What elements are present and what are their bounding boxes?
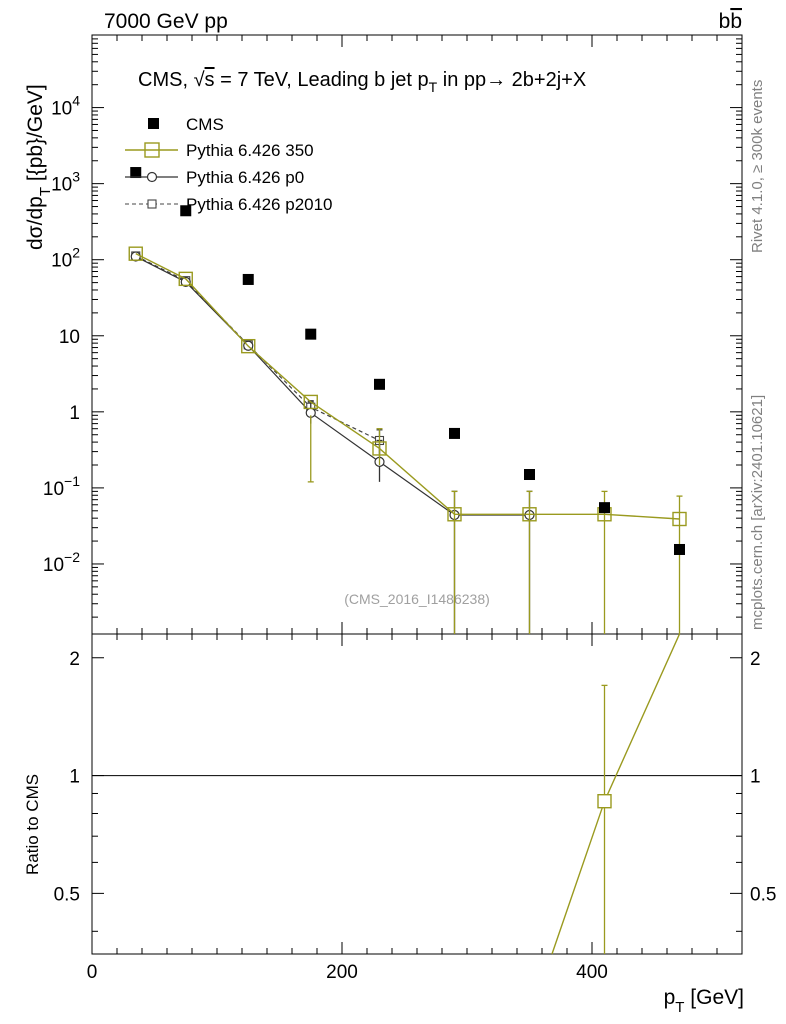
legend-entry-cms: CMS xyxy=(148,115,224,134)
cms-data-point xyxy=(449,427,460,439)
legend-label-pythia-p2010: Pythia 6.426 p2010 xyxy=(186,195,333,214)
series-cms xyxy=(130,167,685,555)
pythia-350-marker xyxy=(447,507,462,522)
header-energy: 7000 GeV pp xyxy=(104,10,228,33)
legend-marker-cms xyxy=(148,118,159,129)
y-tick-label-base: 1 xyxy=(69,403,80,424)
ratio-tick-labels: 0.5 0.5 1 1 2 2 xyxy=(54,649,777,906)
y-tick-label-base: 10 xyxy=(51,175,72,196)
cms-data-point xyxy=(599,502,610,514)
cms-data-point xyxy=(305,328,317,340)
ratio-tick-label-left: 1 xyxy=(69,767,80,788)
series-layer xyxy=(128,167,687,634)
y-tick-label-exponent: −2 xyxy=(64,549,80,565)
y-tick-label: 103 xyxy=(51,169,80,196)
cms-data-point xyxy=(242,273,254,285)
series-line xyxy=(135,255,380,442)
pythia-350-marker xyxy=(372,441,387,456)
header-process: bb xyxy=(719,10,742,33)
y-tick-label: 1 xyxy=(69,403,80,424)
y-tick-label-exponent: 3 xyxy=(72,169,80,185)
y-tick-label: 10−1 xyxy=(43,473,80,500)
axis-ticks xyxy=(91,34,743,954)
series-line xyxy=(135,256,530,516)
series-pythia-6-426-p0 xyxy=(130,251,535,634)
y-tick-label: 104 xyxy=(51,93,80,120)
legend-entry-pythia-p0: Pythia 6.426 p0 xyxy=(125,168,304,187)
pythia-350-marker xyxy=(522,507,537,522)
pythia-350-marker xyxy=(303,394,318,410)
ratio-tick-label-right: 1 xyxy=(750,767,761,788)
legend-label-pythia-350: Pythia 6.426 350 xyxy=(186,141,314,160)
legend-entry-pythia-350: Pythia 6.426 350 xyxy=(125,141,314,160)
y-tick-label: 10−2 xyxy=(43,549,80,576)
pythia-350-marker xyxy=(672,511,687,527)
y-tick-label-exponent: −1 xyxy=(64,473,80,489)
cms-data-point xyxy=(130,167,142,179)
y-tick-label-base: 10 xyxy=(51,99,72,120)
y-tick-label-base: 10 xyxy=(51,251,72,272)
bbar-symbol: b xyxy=(730,10,742,33)
pythia-350-marker xyxy=(178,271,193,287)
x-tick-label: 0 xyxy=(87,962,98,983)
legend-marker-pythia-p2010 xyxy=(147,199,157,209)
y-axis-label: dσ/dpT [{pb}/GeV] xyxy=(24,84,54,250)
y-tick-label: 102 xyxy=(51,245,80,272)
legend-entry-pythia-p2010: Pythia 6.426 p2010 xyxy=(125,195,333,214)
mcplots-label: mcplots.cern.ch [arXiv:2401.10621] xyxy=(749,395,766,630)
series-pythia-6-426-p2010 xyxy=(131,251,385,454)
x-tick-labels: 0 200 400 xyxy=(87,962,608,983)
pythia-350-marker xyxy=(241,338,256,354)
legend-marker-pythia-p0 xyxy=(146,171,158,183)
cms-data-point xyxy=(374,378,385,390)
ratio-tick-label-right: 0.5 xyxy=(750,884,776,905)
cms-data-point xyxy=(524,469,535,481)
series-pythia-6-426-350 xyxy=(128,246,687,634)
y-tick-label-base: 10 xyxy=(43,555,64,576)
rivet-label: Rivet 4.1.0, ≥ 300k events xyxy=(749,80,766,253)
y-tick-label: 10 xyxy=(59,327,80,348)
y-tick-label-base: 10 xyxy=(43,479,64,500)
ratio-marker xyxy=(597,794,612,809)
x-tick-label: 200 xyxy=(326,962,358,983)
ratio-series-layer xyxy=(551,633,681,955)
ratio-line xyxy=(551,633,681,955)
ratio-pythia-6-426-350 xyxy=(551,633,681,955)
y-tick-label-exponent: 2 xyxy=(72,245,80,261)
cms-data-point xyxy=(180,205,192,217)
legend-label-cms: CMS xyxy=(186,115,224,134)
pythia-p0-marker xyxy=(180,276,191,288)
ratio-tick-label-left: 2 xyxy=(69,649,80,670)
ratio-tick-label-right: 2 xyxy=(750,649,761,670)
legend-label-pythia-p0: Pythia 6.426 p0 xyxy=(186,168,304,187)
ratio-panel xyxy=(91,633,743,955)
ratio-y-axis-label: Ratio to CMS xyxy=(23,774,42,875)
cms-data-point xyxy=(674,543,685,555)
series-line xyxy=(135,253,680,520)
legend-marker-pythia-350 xyxy=(144,142,160,158)
y-tick-label-exponent: 4 xyxy=(72,93,80,109)
ratio-tick-label-left: 0.5 xyxy=(54,884,80,905)
y-tick-label-base: 10 xyxy=(59,327,80,348)
pythia-350-marker xyxy=(128,246,143,261)
x-tick-label: 400 xyxy=(576,962,608,983)
plot-title: CMS, √s = 7 TeV, Leading b jet pT in pp→… xyxy=(138,69,586,95)
analysis-id: (CMS_2016_I1486238) xyxy=(344,591,490,607)
legend: CMS Pythia 6.426 350 Pythia 6.426 p0 Pyt… xyxy=(125,115,333,214)
x-axis-label: pT [GeV] xyxy=(664,986,744,1016)
